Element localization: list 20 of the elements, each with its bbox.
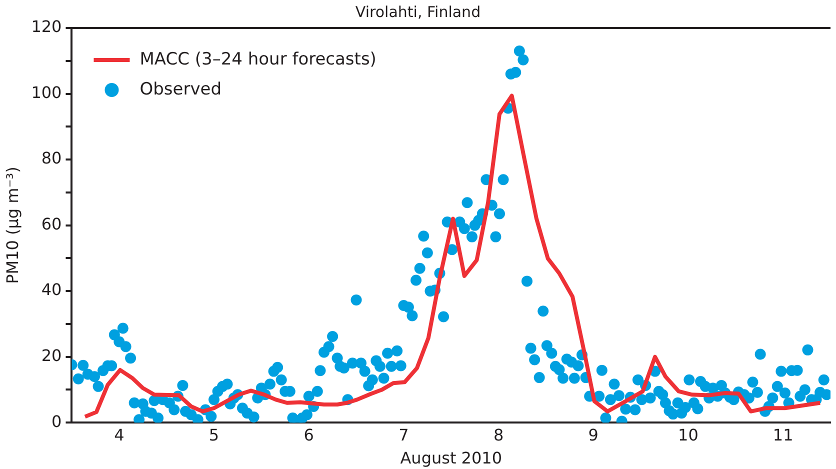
x-tick-label: 10 [678,425,698,444]
x-tick-label: 9 [588,425,598,444]
x-tick-label: 8 [493,425,504,444]
y-tick-label: 120 [31,17,62,36]
x-tick-label: 5 [208,425,220,444]
y-tick-label: 100 [31,82,62,102]
y-tick-label: 0 [52,412,62,431]
y-axis-title: PM10 (μg m⁻³) [2,166,22,284]
y-tick-label: 40 [41,280,62,300]
x-tick-label: 4 [114,425,124,444]
x-tick-label: 7 [398,425,409,444]
y-tick-label: 60 [41,214,62,234]
x-axis-title: August 2010 [400,448,502,468]
x-tick-label: 6 [304,425,314,444]
legend-label: MACC (3–24 hour forecasts) [140,49,376,70]
x-tick-label: 11 [772,425,794,444]
legend-label: Observed [140,79,222,100]
chart-title: Virolahti, Finland [355,2,481,21]
y-tick-label: 80 [41,148,62,168]
y-tick-label: 20 [41,346,62,365]
